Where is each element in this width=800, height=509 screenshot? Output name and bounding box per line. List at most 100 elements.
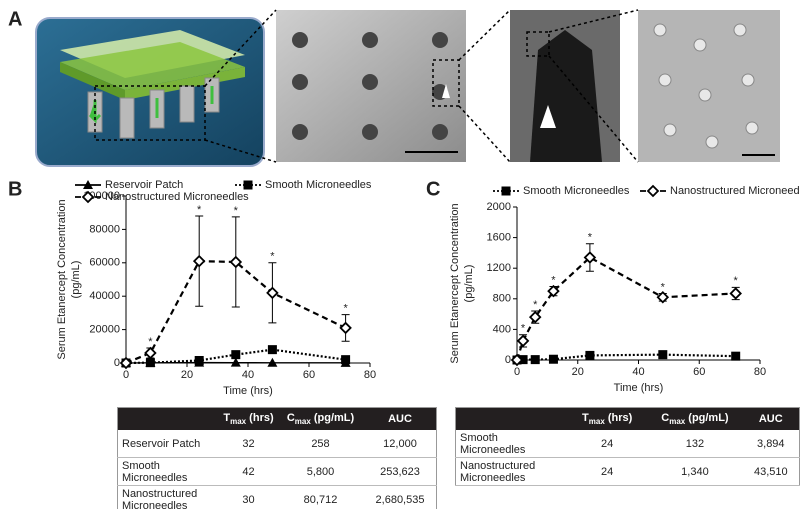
y-tick-label: 80000 xyxy=(89,223,120,235)
marker xyxy=(656,290,670,304)
x-axis-label: Time (hrs) xyxy=(223,385,273,397)
y-tick-label: 1200 xyxy=(487,262,511,274)
marker xyxy=(81,190,95,204)
header-rest: (hrs) xyxy=(246,411,274,424)
panel-a-images xyxy=(35,9,780,167)
header-sub: max xyxy=(669,417,686,427)
y-axis-label: Serum Etanercept Concentration xyxy=(449,203,461,363)
header-main: T xyxy=(582,411,589,424)
y-axis-label: (pg/mL) xyxy=(70,261,82,299)
marker xyxy=(83,180,93,189)
header-cell: Tmax (hrs) xyxy=(220,407,277,430)
marker xyxy=(729,287,742,300)
header-rest: (pg/mL) xyxy=(310,411,355,424)
y-tick-label: 60000 xyxy=(89,257,120,269)
marker xyxy=(501,186,511,196)
table-cell: Reservoir Patch xyxy=(117,430,220,458)
header-sub: max xyxy=(588,417,605,427)
x-axis-label: Time (hrs) xyxy=(614,382,664,394)
table-cell: 42 xyxy=(220,457,277,486)
table-cell: 80,712 xyxy=(277,485,364,509)
marker xyxy=(548,354,558,364)
x-tick-label: 80 xyxy=(754,366,766,378)
marker xyxy=(731,351,741,361)
significance-mark: * xyxy=(661,281,666,293)
table-cell: 1,340 xyxy=(647,457,743,486)
table-cell: 132 xyxy=(647,430,743,458)
y-tick-label: 100000 xyxy=(83,190,120,202)
table-cell: 32 xyxy=(220,430,277,458)
y-tick-label: 0 xyxy=(114,357,120,369)
data-table: Tmax (hrs) Cmax (pg/mL) AUC Reservoir Patch… xyxy=(117,407,437,509)
y-tick-label: 1600 xyxy=(487,232,511,244)
marker xyxy=(194,355,204,365)
header-rest: (hrs) xyxy=(604,411,633,424)
x-tick-label: 80 xyxy=(364,369,376,381)
legend-label: Smooth Microneedles xyxy=(523,185,630,197)
y-tick-label: 400 xyxy=(493,323,511,335)
significance-mark: * xyxy=(588,232,593,244)
header-main: T xyxy=(223,411,231,424)
marker xyxy=(585,350,595,360)
marker xyxy=(528,310,542,324)
significance-mark: * xyxy=(551,274,556,286)
table-cell: 3,894 xyxy=(742,430,800,458)
header-cell: Cmax (pg/mL) xyxy=(647,407,743,430)
data-table: Tmax (hrs) Cmax (pg/mL) AUC Smooth Micronee… xyxy=(455,407,800,486)
table-cell: Nanostructured Microneedles xyxy=(117,485,220,509)
marker xyxy=(530,355,540,365)
marker xyxy=(231,350,241,360)
x-tick-label: 20 xyxy=(572,366,584,378)
marker xyxy=(192,254,206,268)
x-tick-label: 20 xyxy=(181,369,193,381)
significance-mark: * xyxy=(197,204,202,216)
table-cell: 30 xyxy=(220,485,277,509)
table-cell: Nanostructured Microneedles xyxy=(455,457,568,486)
table-cell: Smooth Microneedles xyxy=(117,457,220,486)
legend-label: Reservoir Patch xyxy=(105,179,183,191)
x-tick-label: 0 xyxy=(123,369,129,381)
significance-mark: * xyxy=(521,323,526,335)
series-line xyxy=(515,256,736,361)
x-tick-label: 60 xyxy=(303,369,315,381)
table-row: Reservoir Patch 32 258 12,000 xyxy=(117,430,437,458)
significance-mark: * xyxy=(270,251,275,263)
marker xyxy=(266,286,279,300)
header-rest: (pg/mL) xyxy=(685,411,729,424)
table-cell: 24 xyxy=(567,430,648,458)
marker xyxy=(229,255,243,269)
header-row: Tmax (hrs) Cmax (pg/mL) AUC xyxy=(455,407,800,430)
marker xyxy=(267,357,278,367)
x-tick-label: 0 xyxy=(514,366,520,378)
table-row: Smooth Microneedles 42 5,800 253,623 xyxy=(117,457,437,486)
table-cell: 12,000 xyxy=(364,430,437,458)
header-cell: Cmax (pg/mL) xyxy=(277,407,364,430)
table-row: Nanostructured Microneedles 24 1,340 43,510 xyxy=(455,457,800,486)
legend-label: Nanostructured Microneedles xyxy=(105,191,249,203)
y-tick-label: 20000 xyxy=(89,324,120,336)
panel-label: C xyxy=(426,178,440,200)
significance-mark: * xyxy=(734,275,739,287)
marker xyxy=(516,334,530,348)
y-tick-label: 800 xyxy=(493,293,511,305)
table-cell: 43,510 xyxy=(742,457,800,486)
marker xyxy=(658,350,668,360)
table-row: Smooth Microneedles 24 132 3,894 xyxy=(455,430,800,458)
table-row: Nanostructured Microneedles 30 80,712 2,680… xyxy=(117,485,437,509)
table-cell: 258 xyxy=(277,430,364,458)
significance-mark: * xyxy=(234,205,239,217)
x-tick-label: 40 xyxy=(242,369,254,381)
significance-mark: * xyxy=(343,302,348,314)
marker xyxy=(144,346,157,360)
marker xyxy=(510,353,524,367)
marker xyxy=(646,184,660,198)
header-row: Tmax (hrs) Cmax (pg/mL) AUC xyxy=(117,407,437,430)
marker xyxy=(119,356,133,370)
header-cell xyxy=(455,407,568,430)
significance-mark: * xyxy=(148,336,153,348)
header-cell: AUC xyxy=(364,407,437,430)
x-tick-label: 40 xyxy=(632,366,644,378)
marker xyxy=(547,284,560,298)
header-main: C xyxy=(286,411,295,424)
